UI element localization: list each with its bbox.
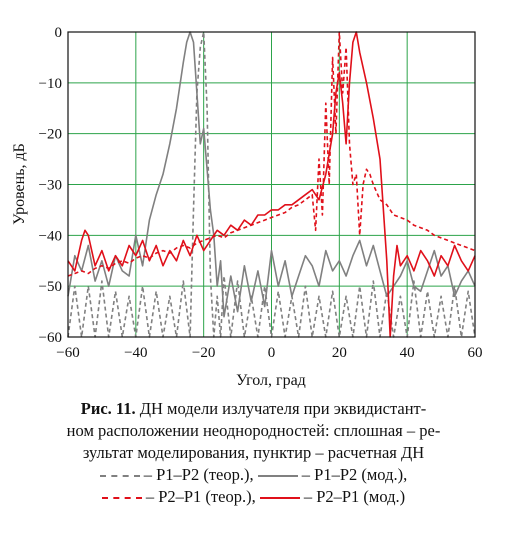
x-tick-label: −60 [56, 345, 79, 361]
x-tick-label: −20 [192, 345, 215, 361]
figure-label: Рис. 11. [80, 399, 136, 418]
y-tick-label: −10 [39, 76, 62, 92]
caption-legend-row-2: – P2–P1 (теор.), – P2–P1 (мод.) [10, 486, 497, 508]
series-line-4 [67, 31, 476, 338]
x-tick-label: 0 [268, 345, 276, 361]
radiation-pattern-chart: −60 −40 −20 0 20 40 60 0 −10 −20 −30 −40 −50 −60 Угол… [11, 25, 483, 389]
legend-item-p1p2-theor: – P1–P2 (теор.), [99, 464, 254, 486]
y-tick-label: −40 [39, 228, 62, 244]
series-line-2 [67, 31, 476, 318]
legend-item-p2p1-mod: – P2–P1 (мод.) [259, 486, 406, 508]
series-line-3 [67, 31, 476, 277]
tick-labels: −60 −40 −20 0 20 40 60 0 −10 −20 −30 −40 −50 −60 [39, 25, 483, 361]
legend-swatch-p1p2-mod [257, 475, 298, 478]
series-line-1 [67, 31, 476, 338]
figure-caption: Рис. 11. ДН модели излучателя при эквиди… [10, 398, 497, 508]
y-tick-label: −60 [39, 330, 62, 346]
legend-swatch-p1p2-theor [99, 475, 140, 478]
x-tick-label: −40 [124, 345, 147, 361]
legend-item-p1p2-mod: – P1–P2 (мод.), [257, 464, 408, 486]
x-tick-label: 40 [400, 345, 415, 361]
legend-swatch-p2p1-theor [101, 497, 142, 500]
y-tick-label: −20 [39, 127, 62, 143]
x-tick-label: 60 [468, 345, 483, 361]
legend-item-p2p1-theor: – P2–P1 (теор.), [101, 486, 256, 508]
y-tick-label: −30 [39, 178, 62, 194]
caption-line-3: зультат моделирования, пунктир – расчетн… [82, 443, 425, 462]
caption-line-2: ном расположении неоднородностей: сплошн… [66, 421, 441, 440]
x-tick-label: 20 [332, 345, 347, 361]
plot-frame [67, 31, 476, 338]
legend-swatch-p2p1-mod [259, 497, 300, 500]
legend-label-p1p2-mod: – P1–P2 (мод.), [301, 465, 408, 484]
x-axis-label: Угол, град [236, 372, 306, 389]
legend-label-p1p2-theor: – P1–P2 (теор.), [143, 465, 254, 484]
y-tick-label: 0 [55, 25, 63, 41]
caption-text-1: ДН модели излучателя при эквидистант- [135, 399, 427, 418]
series-group [67, 31, 476, 338]
caption-legend-row-1: – P1–P2 (теор.), – P1–P2 (мод.), [10, 464, 497, 486]
caption-line-1: Рис. 11. ДН модели излучателя при эквиди… [10, 398, 497, 420]
legend-label-p2p1-theor: – P2–P1 (теор.), [145, 487, 256, 506]
y-tick-label: −50 [39, 279, 62, 295]
legend-label-p2p1-mod: – P2–P1 (мод.) [303, 487, 406, 506]
y-axis-label: Уровень, дБ [11, 143, 28, 225]
